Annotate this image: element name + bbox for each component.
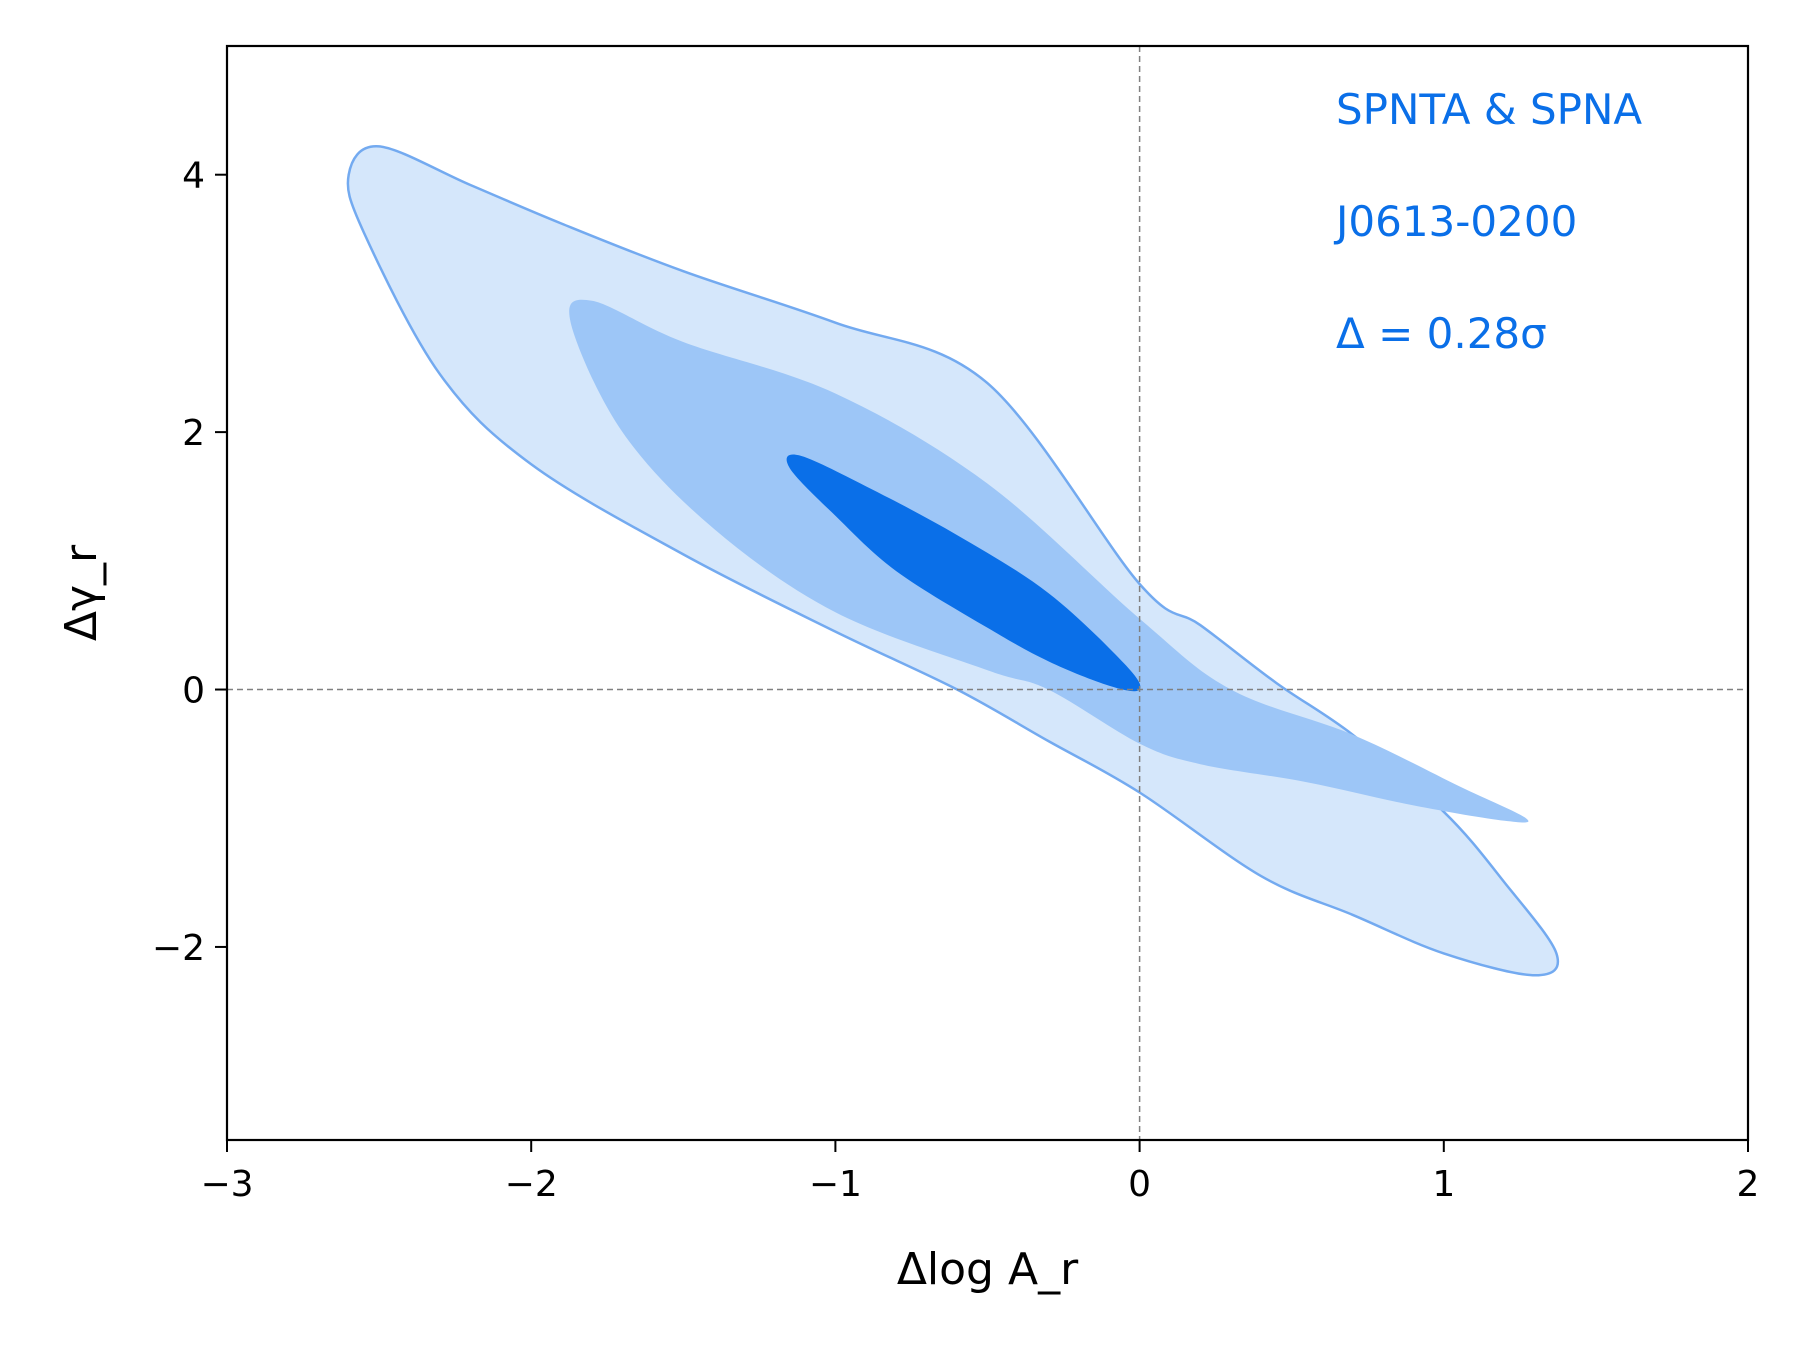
y-tick-label: 4 [182,156,205,197]
y-axis-label: Δγ_r [56,544,107,641]
x-axis-label: Δlog A_r [897,1244,1079,1295]
x-tick-label: 2 [1737,1164,1760,1205]
annotation-pulsar-name: J0613-0200 [1333,197,1577,246]
y-axis-ticks: −2 0 2 4 [152,156,227,969]
contour-inner [786,454,1141,692]
x-tick-label: −3 [200,1164,253,1205]
x-axis-ticks: −3 −2 −1 0 1 2 [200,1140,1759,1205]
contour-middle [569,299,1529,823]
annotation-tension: Δ = 0.28σ [1336,309,1547,358]
y-tick-label: 2 [182,413,205,454]
x-tick-label: 1 [1432,1164,1455,1205]
annotation-pta-label: SPNTA & SPNA [1336,85,1642,134]
y-tick-label: −2 [152,928,205,969]
x-tick-label: −1 [809,1164,862,1205]
plot-frame [225,44,1750,1142]
x-tick-label: −2 [505,1164,558,1205]
annotation-block: SPNTA & SPNA J0613-0200 Δ = 0.28σ [1333,85,1642,358]
contour-regions [346,145,1560,977]
y-tick-label: 0 [182,671,205,712]
reference-lines [227,46,1748,1140]
x-tick-label: 0 [1128,1164,1151,1205]
